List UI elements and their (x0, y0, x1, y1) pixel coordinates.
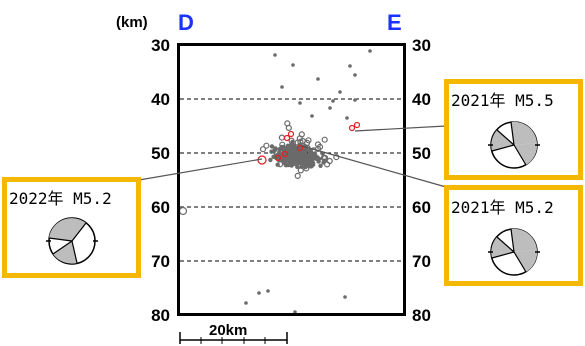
plot-frame (177, 43, 406, 316)
connector-right-bottom (301, 145, 447, 188)
mechanism-box-left: 2022年 M5.2 (2, 177, 141, 278)
left-tick-50: 50 (151, 144, 170, 163)
right-tick-50: 50 (412, 144, 431, 163)
hypocenter-marker (287, 130, 295, 138)
hypocenter-marker (303, 165, 310, 172)
left-tick-60: 60 (151, 198, 170, 217)
hypocenter-marker (263, 142, 270, 149)
hypocenter-marker (322, 154, 329, 162)
hypocenter-marker (296, 144, 304, 152)
hypocenter-marker (278, 134, 285, 141)
hypocenter-marker (310, 114, 314, 118)
hypocenter-cloud (178, 49, 372, 314)
hypocenter-marker (285, 124, 292, 132)
right-tick-70: 70 (412, 252, 431, 271)
hypocenter-marker (277, 161, 284, 168)
hypocenter-marker (288, 137, 295, 144)
hypocenter-marker (273, 53, 277, 57)
hypocenter-marker (321, 136, 328, 143)
hypocenter-marker (294, 172, 301, 179)
plot-area (177, 43, 406, 316)
hypocenter-marker (283, 134, 291, 142)
hypocenter-marker (353, 98, 357, 102)
hypocenter-marker (348, 64, 352, 68)
hypocenter-marker (343, 295, 347, 299)
hypocenter-marker (297, 167, 304, 174)
hypocenter-marker (299, 137, 306, 145)
hypocenter-marker (244, 301, 248, 305)
hypocenter-marker (307, 162, 315, 169)
hypocenter-marker (277, 150, 282, 155)
left-tick-30: 30 (151, 36, 170, 55)
right-depth-axis: 30 40 50 60 70 80 (412, 36, 431, 325)
left-depth-axis: 30 40 50 60 70 80 (151, 36, 170, 325)
hypocenter-marker (284, 151, 291, 158)
hypocenter-marker (348, 124, 356, 132)
focal-mechanism-beachball (488, 121, 540, 169)
right-tick-30: 30 (412, 36, 431, 55)
hypocenter-marker (328, 106, 332, 110)
hypocenter-marker (316, 77, 320, 81)
hypocenter-marker (269, 149, 274, 154)
hypocenter-marker (282, 159, 290, 166)
hypocenter-marker (331, 99, 335, 103)
hypocenter-marker (345, 116, 349, 120)
focal-mechanism-beachball (46, 217, 98, 265)
right-tick-60: 60 (412, 198, 431, 217)
hypocenter-marker (257, 291, 261, 295)
connector-left (138, 158, 263, 181)
hypocenter-marker (368, 49, 372, 53)
box-title: 2021年 M5.2 (451, 198, 554, 217)
hypocenter-marker (269, 144, 275, 149)
hypocenter-marker (279, 141, 286, 148)
hypocenter-marker (268, 157, 273, 163)
box-title: 2021年 M5.5 (451, 91, 554, 110)
unit-label: (km) (116, 14, 148, 31)
hypocenter-marker (293, 161, 298, 167)
scale-label: 20km (209, 322, 247, 339)
hypocenter-marker (310, 160, 316, 166)
hypocenter-marker (294, 152, 301, 159)
left-tick-70: 70 (151, 252, 170, 271)
connector-right-top (354, 125, 447, 132)
hypocenter-marker (293, 310, 297, 314)
hypocenter-marker (274, 154, 282, 162)
left-tick-40: 40 (151, 90, 170, 109)
right-direction-label: E (387, 10, 402, 35)
hypocenter-marker (288, 143, 293, 148)
mechanism-box-right-bottom: 2021年 M5.2 (444, 185, 583, 286)
hypocenter-marker (259, 146, 267, 153)
right-tick-80: 80 (412, 306, 431, 325)
hypocenter-marker (305, 137, 312, 144)
hypocenter-marker (291, 63, 295, 67)
hypocenter-marker (280, 85, 284, 89)
mechanism-box-right-top: 2021年 M5.5 (444, 79, 583, 180)
hypocenter-marker (281, 150, 289, 158)
hypocenter-marker (316, 143, 324, 150)
hypocenter-marker (338, 90, 342, 94)
hypocenter-marker (353, 121, 361, 129)
right-tick-40: 40 (412, 90, 431, 109)
hypocenter-marker (302, 158, 309, 165)
focal-mechanism-beachball (488, 228, 540, 276)
left-direction-label: D (178, 10, 194, 35)
hypocenter-marker (318, 163, 323, 168)
hypocenter-marker (353, 73, 357, 77)
hypocenter-marker (313, 154, 320, 162)
hypocenter-marker (326, 157, 333, 165)
box-title: 2022年 M5.2 (9, 189, 112, 208)
left-tick-80: 80 (151, 306, 170, 325)
hypocenter-marker (298, 101, 302, 105)
scale-bar: 20km (179, 322, 288, 344)
hypocenter-marker (266, 289, 270, 293)
hypocenter-marker (178, 206, 188, 216)
hypocenter-marker (289, 163, 294, 168)
